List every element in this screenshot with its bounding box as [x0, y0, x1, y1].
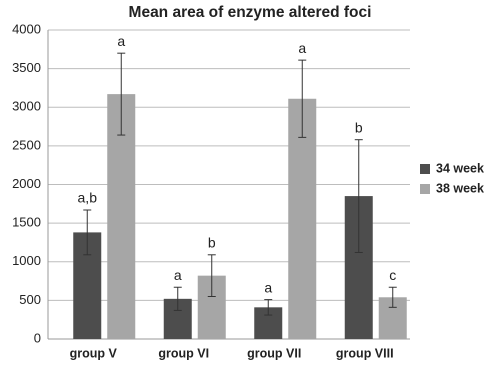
x-tick-label: group VII: [247, 346, 301, 360]
y-tick-label: 1000: [12, 253, 41, 268]
y-tick-label: 0: [34, 330, 41, 345]
chart-title: Mean area of enzyme altered foci: [129, 4, 372, 21]
y-tick-label: 500: [19, 292, 41, 307]
significance-label: a: [298, 40, 306, 56]
error-bar: [207, 254, 216, 298]
significance-label: a: [264, 279, 272, 295]
error-bar: [117, 52, 126, 136]
y-tick-label: 2000: [12, 176, 41, 191]
y-tick-label: 1500: [12, 215, 41, 230]
error-bar: [83, 209, 92, 256]
significance-label: a: [174, 267, 182, 283]
error-bar: [388, 286, 397, 308]
significance-label: b: [208, 235, 216, 251]
x-tick-label: group VI: [158, 346, 209, 360]
legend-swatch: [420, 184, 430, 194]
bar: [288, 98, 317, 339]
significance-label: a: [117, 33, 125, 49]
error-bar: [298, 59, 307, 138]
error-bar: [173, 286, 182, 311]
y-tick-label: 3500: [12, 60, 41, 75]
error-bar: [264, 299, 273, 316]
x-tick-label: group V: [70, 346, 118, 360]
legend-swatch: [420, 164, 430, 174]
legend-label: 38 week: [436, 181, 484, 195]
significance-label: c: [389, 267, 396, 283]
significance-label: b: [355, 119, 363, 135]
significance-label: a,b: [78, 190, 98, 206]
legend-label: 34 week: [436, 161, 484, 175]
error-bar: [354, 139, 363, 253]
y-tick-label: 4000: [12, 21, 41, 36]
x-tick-label: group VIII: [336, 346, 394, 360]
y-tick-label: 2500: [12, 137, 41, 152]
y-tick-label: 3000: [12, 99, 41, 114]
